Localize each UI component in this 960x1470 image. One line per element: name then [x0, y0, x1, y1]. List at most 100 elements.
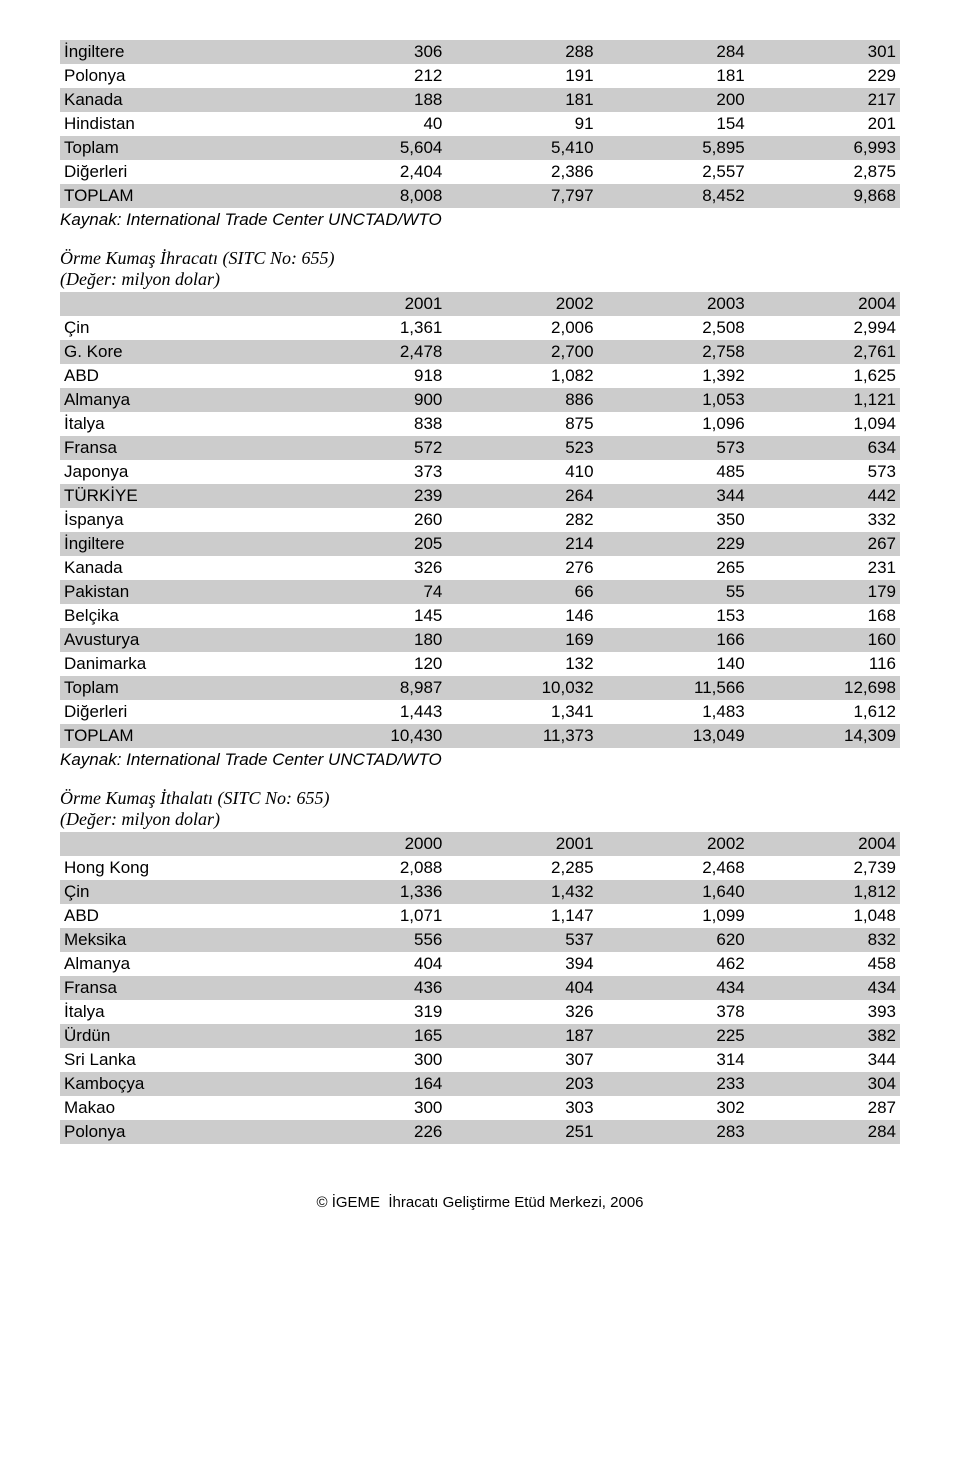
row-value: 319: [295, 1000, 446, 1024]
row-value: 314: [598, 1048, 749, 1072]
table-row: İtalya319326378393: [60, 1000, 900, 1024]
row-value: 1,392: [598, 364, 749, 388]
table-row: Hong Kong2,0882,2852,4682,739: [60, 856, 900, 880]
row-value: 2,088: [295, 856, 446, 880]
row-value: 1,121: [749, 388, 900, 412]
row-value: 8,008: [295, 184, 446, 208]
row-value: 145: [295, 604, 446, 628]
row-value: 1,612: [749, 700, 900, 724]
row-value: 6,993: [749, 136, 900, 160]
row-value: 1,341: [446, 700, 597, 724]
row-value: 201: [749, 112, 900, 136]
row-label: Fransa: [60, 436, 295, 460]
table-row: Avusturya180169166160: [60, 628, 900, 652]
row-value: 11,373: [446, 724, 597, 748]
row-value: 8,452: [598, 184, 749, 208]
row-value: 918: [295, 364, 446, 388]
row-value: 462: [598, 952, 749, 976]
row-label: TOPLAM: [60, 184, 295, 208]
row-value: 436: [295, 976, 446, 1000]
row-value: 1,099: [598, 904, 749, 928]
row-value: 1,096: [598, 412, 749, 436]
row-value: 875: [446, 412, 597, 436]
table-3-title: Örme Kumaş İthalatı (SITC No: 655): [60, 788, 900, 809]
row-value: 225: [598, 1024, 749, 1048]
row-value: 2,508: [598, 316, 749, 340]
row-value: 556: [295, 928, 446, 952]
row-value: 181: [446, 88, 597, 112]
table-3-subtitle: (Değer: milyon dolar): [60, 809, 900, 830]
row-label: Almanya: [60, 388, 295, 412]
row-label: Toplam: [60, 136, 295, 160]
row-label: Kanada: [60, 556, 295, 580]
row-value: 284: [749, 1120, 900, 1144]
row-label: Kamboçya: [60, 1072, 295, 1096]
row-value: 91: [446, 112, 597, 136]
row-label: Belçika: [60, 604, 295, 628]
row-label: Avusturya: [60, 628, 295, 652]
row-value: 40: [295, 112, 446, 136]
row-value: 2,994: [749, 316, 900, 340]
row-value: 1,053: [598, 388, 749, 412]
row-label: Çin: [60, 880, 295, 904]
row-value: 300: [295, 1048, 446, 1072]
row-value: 1,336: [295, 880, 446, 904]
row-value: 14,309: [749, 724, 900, 748]
row-value: 154: [598, 112, 749, 136]
row-value: 1,640: [598, 880, 749, 904]
row-value: 10,430: [295, 724, 446, 748]
row-value: 160: [749, 628, 900, 652]
row-label: Diğerleri: [60, 700, 295, 724]
row-value: 2,758: [598, 340, 749, 364]
row-value: 404: [295, 952, 446, 976]
row-value: 251: [446, 1120, 597, 1144]
table-header-cell: 2003: [598, 292, 749, 316]
row-value: 373: [295, 460, 446, 484]
row-value: 217: [749, 88, 900, 112]
table-row: Çin1,3361,4321,6401,812: [60, 880, 900, 904]
row-value: 191: [446, 64, 597, 88]
row-value: 181: [598, 64, 749, 88]
row-value: 260: [295, 508, 446, 532]
row-value: 11,566: [598, 676, 749, 700]
row-value: 288: [446, 40, 597, 64]
row-value: 326: [295, 556, 446, 580]
row-value: 300: [295, 1096, 446, 1120]
row-value: 7,797: [446, 184, 597, 208]
table-2-source: Kaynak: International Trade Center­ UNCT…: [60, 750, 900, 770]
row-value: 265: [598, 556, 749, 580]
table-row: Makao300303302287: [60, 1096, 900, 1120]
row-label: Fransa: [60, 976, 295, 1000]
table-row: TÜRKİYE239264344442: [60, 484, 900, 508]
row-value: 2,739: [749, 856, 900, 880]
row-value: 900: [295, 388, 446, 412]
table-row: Belçika145146153168: [60, 604, 900, 628]
row-value: 153: [598, 604, 749, 628]
row-label: Danimarka: [60, 652, 295, 676]
row-value: 2,557: [598, 160, 749, 184]
row-label: Sri Lanka: [60, 1048, 295, 1072]
row-label: Meksika: [60, 928, 295, 952]
row-label: Pakistan: [60, 580, 295, 604]
row-value: 169: [446, 628, 597, 652]
row-value: 434: [749, 976, 900, 1000]
table-row: ABD1,0711,1471,0991,048: [60, 904, 900, 928]
row-value: 9,868: [749, 184, 900, 208]
row-label: TÜRKİYE: [60, 484, 295, 508]
row-label: İngiltere: [60, 40, 295, 64]
row-value: 886: [446, 388, 597, 412]
row-value: 378: [598, 1000, 749, 1024]
row-value: 233: [598, 1072, 749, 1096]
row-label: TOPLAM: [60, 724, 295, 748]
row-label: İspanya: [60, 508, 295, 532]
row-value: 620: [598, 928, 749, 952]
table-row: Çin1,3612,0062,5082,994: [60, 316, 900, 340]
row-value: 2,478: [295, 340, 446, 364]
row-label: Diğerleri: [60, 160, 295, 184]
table-row: ABD9181,0821,3921,625: [60, 364, 900, 388]
row-value: 1,483: [598, 700, 749, 724]
table-row: Toplam5,6045,4105,8956,993: [60, 136, 900, 160]
table-row: Diğerleri2,4042,3862,5572,875: [60, 160, 900, 184]
row-value: 393: [749, 1000, 900, 1024]
row-value: 55: [598, 580, 749, 604]
